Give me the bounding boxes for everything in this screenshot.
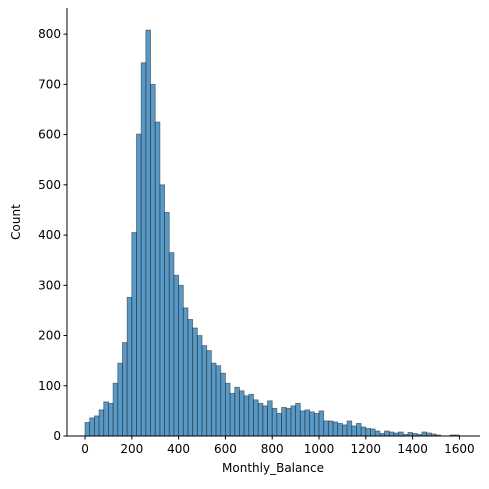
x-tick-label: 600 xyxy=(214,442,237,456)
y-tick-label: 700 xyxy=(38,77,61,91)
bar xyxy=(318,410,325,437)
bar xyxy=(210,362,217,437)
bar xyxy=(309,411,315,437)
bar xyxy=(117,362,123,437)
bar xyxy=(248,393,254,437)
bar xyxy=(337,423,343,437)
bar xyxy=(327,420,334,437)
bar xyxy=(145,29,151,437)
y-axis-label: Count xyxy=(9,204,23,240)
bar xyxy=(201,345,208,437)
y-tick-label: 300 xyxy=(38,278,61,292)
plot-area xyxy=(84,29,460,437)
bar xyxy=(271,407,278,437)
bar xyxy=(323,420,329,437)
bar xyxy=(108,402,114,437)
bar xyxy=(225,382,231,437)
y-tick-label: 500 xyxy=(38,178,61,192)
bar xyxy=(407,432,414,437)
bar xyxy=(290,405,297,437)
bar xyxy=(304,409,311,437)
bar xyxy=(150,83,156,437)
bar xyxy=(276,412,282,437)
x-tick-label: 200 xyxy=(120,442,143,456)
bar xyxy=(164,212,170,437)
bar xyxy=(332,421,339,437)
bar xyxy=(140,62,147,437)
x-tick-label: 1000 xyxy=(304,442,335,456)
bar xyxy=(126,296,133,437)
x-axis-label: Monthly_Balance xyxy=(222,461,324,475)
bar xyxy=(370,428,376,437)
bar xyxy=(103,401,109,437)
x-tick-label: 0 xyxy=(81,442,89,456)
bar xyxy=(285,407,292,437)
bar xyxy=(168,252,175,437)
bar xyxy=(421,431,428,437)
x-tick-label: 400 xyxy=(167,442,190,456)
y-tick-label: 200 xyxy=(38,329,61,343)
bar xyxy=(215,365,222,437)
bar xyxy=(384,430,390,437)
bar xyxy=(398,431,404,437)
x-tick-label: 800 xyxy=(261,442,284,456)
bar xyxy=(374,430,381,437)
bar xyxy=(257,402,264,437)
y-tick-label: 100 xyxy=(38,379,61,393)
bar xyxy=(351,425,357,437)
bar xyxy=(196,335,203,437)
bar xyxy=(159,184,165,437)
x-tick-label: 1600 xyxy=(444,442,475,456)
bar xyxy=(342,424,348,437)
y-tick-label: 400 xyxy=(38,228,61,242)
bar xyxy=(234,386,240,437)
bar xyxy=(131,232,137,437)
x-tick-label: 1200 xyxy=(351,442,382,456)
y-tick-label: 800 xyxy=(38,27,61,41)
bar xyxy=(262,405,268,437)
y-tick-label: 0 xyxy=(53,429,61,443)
bar xyxy=(356,423,362,437)
bar xyxy=(365,428,371,437)
bar xyxy=(299,410,306,437)
bar xyxy=(93,415,100,437)
bar xyxy=(295,402,301,437)
x-tick-label: 1400 xyxy=(397,442,428,456)
bar xyxy=(253,399,259,437)
bar xyxy=(178,284,184,437)
bar xyxy=(281,406,287,437)
bar xyxy=(154,121,161,437)
bar xyxy=(98,409,105,437)
bar xyxy=(220,372,226,437)
bar xyxy=(360,426,367,437)
bar xyxy=(173,274,180,437)
bar xyxy=(267,400,273,437)
bar xyxy=(239,390,245,437)
bar xyxy=(229,392,236,437)
bar xyxy=(136,133,142,437)
bar xyxy=(89,417,95,437)
bar xyxy=(122,342,128,437)
bar xyxy=(346,420,353,437)
bar xyxy=(182,307,189,437)
bar xyxy=(388,431,395,437)
bar xyxy=(84,422,91,437)
bar xyxy=(112,382,119,437)
bar xyxy=(313,412,320,437)
bar xyxy=(187,319,194,437)
y-tick-label: 600 xyxy=(38,128,61,142)
bar xyxy=(206,350,212,437)
bar xyxy=(192,327,198,437)
bar xyxy=(243,395,250,437)
